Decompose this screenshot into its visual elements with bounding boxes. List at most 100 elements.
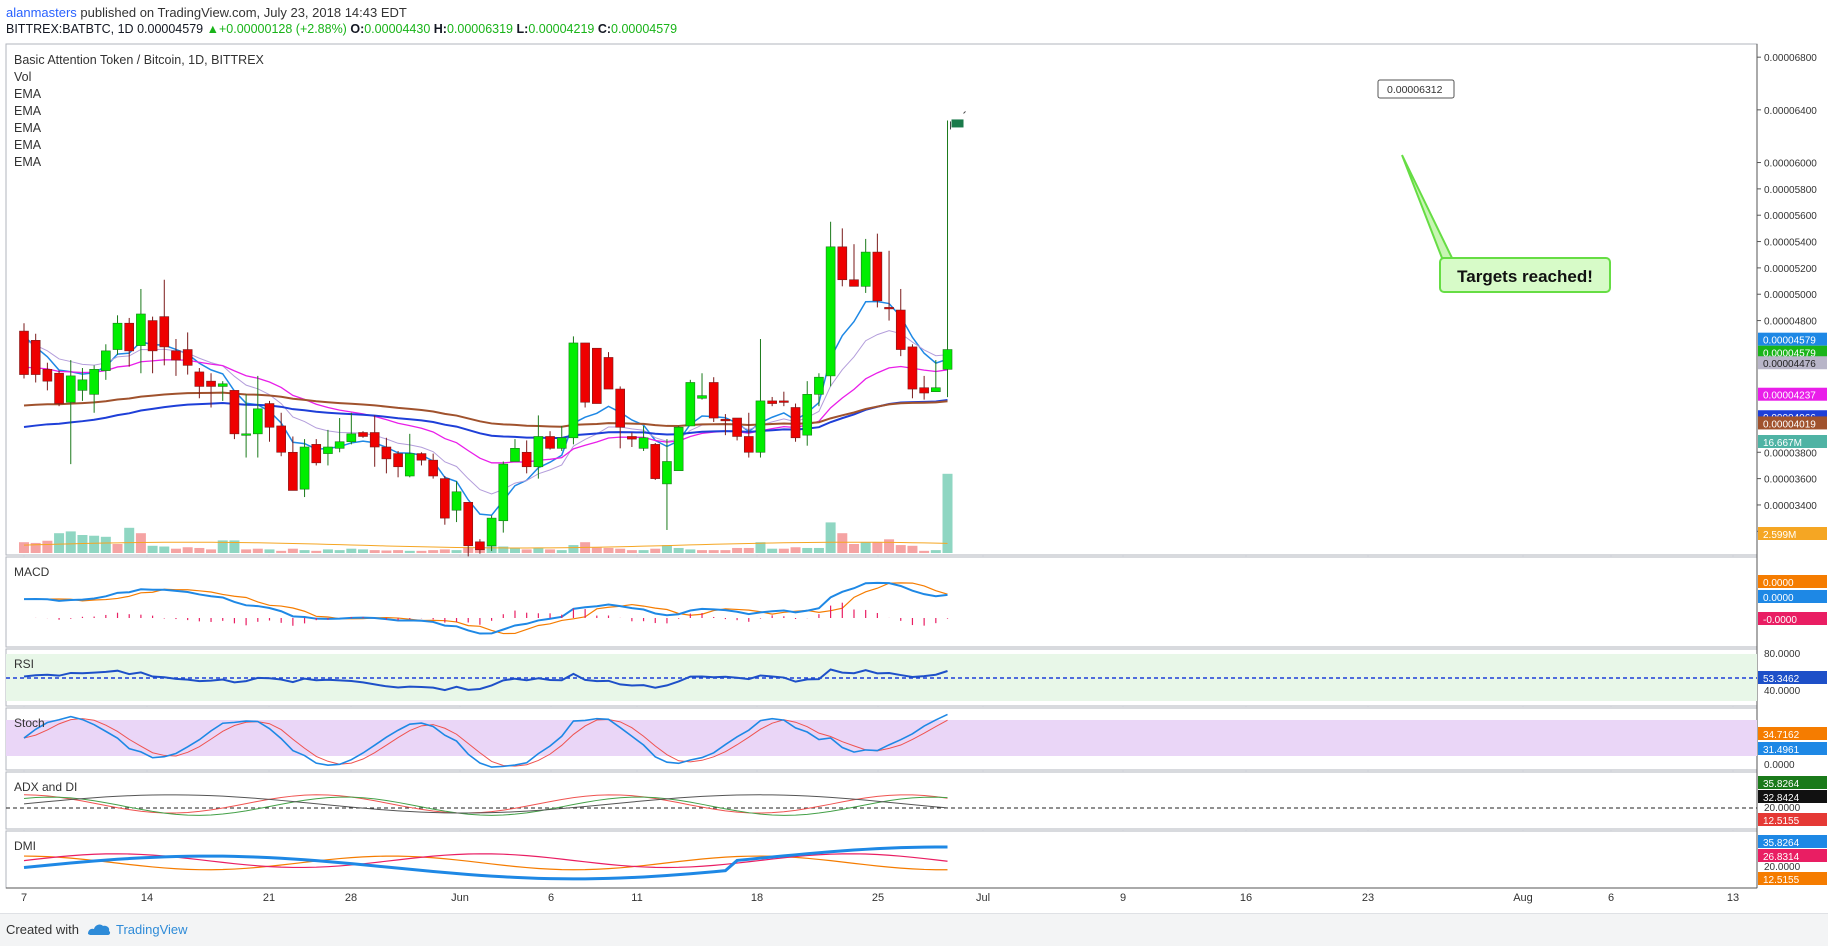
rsi-value: 53.3462 [1763,674,1800,685]
macd-signal-value-bg [1758,575,1827,588]
candle-body [101,350,111,371]
high-value: 0.00006319 [446,22,514,36]
candle-body [241,433,251,436]
time-tick-label: 13 [1727,892,1739,904]
candle-body [673,426,684,472]
candle-body [206,380,216,387]
flag-icon [951,119,964,128]
footer: Created with TradingView [0,913,1828,946]
candle-body [416,453,427,461]
price-tick-label: 0.00005600 [1764,211,1817,222]
candle-body [580,342,590,403]
candle-body [790,407,801,439]
volume-bar [767,548,778,553]
time-tick-label: Aug [1513,892,1533,904]
volume-bar [428,550,439,553]
candle-body [872,251,883,302]
volume-bar [229,540,240,553]
time-tick-label: 23 [1362,892,1374,904]
volume-bar [930,550,941,553]
price-tick-label: 0.00003600 [1764,475,1817,486]
price-tick-label: 0.00005200 [1764,264,1817,275]
candle-body [253,408,263,435]
candle-body [942,349,953,370]
rsi-tick: 80.0000 [1764,649,1801,660]
rsi-value-bg [1758,671,1827,684]
open-label: O: [350,22,365,36]
volume-bar [311,550,322,553]
candle-body [288,451,298,491]
candle-body [311,444,322,464]
candle-body [498,463,509,522]
price-tick-label: 0.00005000 [1764,290,1817,301]
volume-bar [369,550,380,553]
candle-body [510,448,520,462]
volume-bar [147,545,158,553]
trading-chart[interactable]: 0.00006800 0.00006400 0.00006000 0.00005800… [0,0,1828,913]
volume-bar [521,549,532,553]
candle-body [381,446,392,460]
close-label: C: [597,22,612,36]
time-tick-label: 11 [631,892,642,904]
ohlc-line: BITTREX:BATBTC, 1D 0.00004579 ▲+0.000001… [6,22,677,36]
time-tick-label: Jun [451,892,469,904]
candles [19,120,953,557]
dmi-plus-value-bg [1758,849,1827,862]
volume-bar [697,550,708,553]
candle-body [334,441,345,449]
legend-item: EMA [14,138,42,152]
volume-bar [65,531,76,553]
volume-bar [100,536,111,553]
volume-bar [89,535,100,553]
macd-value-bg [1758,590,1827,603]
candle-body [440,478,450,519]
ema-mid-value: 0.00004476 [1763,359,1816,370]
volume-bar [393,550,404,553]
volume-bar [206,549,217,553]
time-tick-label: 6 [548,892,554,904]
target-callout-box [1439,257,1611,293]
candle-body [802,394,813,436]
time-tick-label: 16 [1240,892,1252,904]
candle-body [895,309,906,350]
candle-body [662,461,672,485]
ema-fast-value: 0.00004579 [1763,336,1816,347]
volume-ma-line [23,541,948,549]
volume-bar [416,550,427,553]
pane-title-adx: ADX and DI [14,780,77,794]
price-tick-label: 0.00005400 [1764,238,1817,249]
target-callout-text: Targets reached! [1457,267,1593,286]
adx-value: 32.8424 [1763,793,1800,804]
ema-brown-value: 0.00004019 [1763,419,1816,430]
time-tick-label: 14 [141,892,153,904]
pane-title-dmi: DMI [14,839,36,853]
volume-bar [860,542,871,553]
author-link[interactable]: alanmasters [6,5,77,20]
volume-bar [112,544,123,553]
macd-hist-value: -0.0000 [1763,615,1797,626]
time-tick-label: 28 [345,892,357,904]
candle-body [732,417,742,437]
time-tick-label: 21 [263,892,275,904]
time-tick-label: Jul [976,892,990,904]
callout-pointer [963,111,966,114]
volume-bar [568,545,579,553]
volume-bar [626,550,637,553]
candle-body [159,316,170,348]
candle-body [814,376,824,395]
candle-body [124,322,135,352]
tradingview-logo-icon[interactable] [86,921,112,937]
volume-bar [615,548,626,553]
candle-body [77,379,88,391]
tradingview-link[interactable]: TradingView [116,922,188,937]
stoch-tick: 0.0000 [1764,760,1795,771]
candle-body [451,491,462,511]
volume-bar [732,547,743,553]
adx-value-bg [1758,790,1827,803]
annotations: 0.00006312 Targets reached! [950,79,1611,293]
pane-frame-macd [5,556,1758,648]
low-label: L: [516,22,529,36]
volume-bar [346,548,357,553]
legend-item: EMA [14,87,42,101]
candle-body [521,451,532,468]
